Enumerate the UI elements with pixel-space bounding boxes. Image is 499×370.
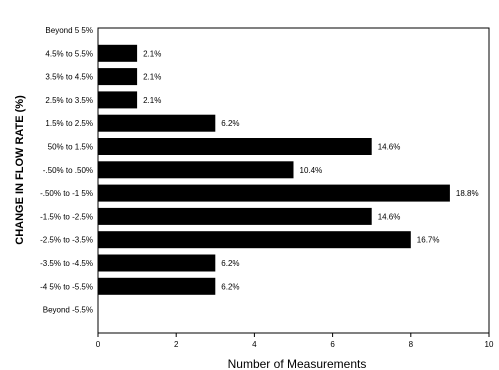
x-tick-label: 0 [96, 340, 101, 349]
category-label: -2.5% to -3.5% [40, 236, 93, 245]
category-label: 1.5% to 2.5% [45, 119, 93, 128]
data-label: 18.8% [456, 189, 479, 198]
x-tick-label: 4 [252, 340, 257, 349]
data-label: 6.2% [221, 259, 239, 268]
bar [98, 138, 372, 155]
data-label: 14.6% [378, 212, 401, 221]
category-label: -3.5% to -4.5% [40, 259, 93, 268]
bar [98, 161, 294, 179]
category-label: 50% to 1.5% [48, 143, 93, 152]
bar [98, 207, 372, 225]
bar [98, 277, 216, 295]
bar [98, 91, 138, 109]
data-label: 14.6% [378, 143, 401, 152]
data-label: 2.1% [143, 49, 161, 58]
category-label: -4 5% to -5.5% [40, 282, 93, 291]
category-label: Beyond -5.5% [43, 306, 93, 315]
x-tick-label: 8 [409, 340, 414, 349]
category-label: Beyond 5 5% [45, 26, 93, 35]
data-label: 2.1% [143, 73, 161, 82]
bar [98, 184, 450, 202]
x-tick-label: 2 [174, 340, 179, 349]
bars [98, 44, 450, 295]
x-axis-title: Number of Measurements [228, 357, 367, 370]
x-tick-label: 6 [330, 340, 335, 349]
data-label: 2.1% [143, 96, 161, 105]
data-label: 6.2% [221, 119, 239, 128]
category-label: -.50% to -1 5% [40, 189, 93, 198]
data-label: 16.7% [417, 236, 440, 245]
category-label: 3.5% to 4.5% [45, 73, 93, 82]
category-label: 2.5% to 3.5% [45, 96, 93, 105]
bar [98, 68, 138, 86]
bar [98, 44, 138, 62]
data-label: 6.2% [221, 282, 239, 291]
bar [98, 114, 216, 132]
category-labels: Beyond 5 5% 4.5% to 5.5% 3.5% to 4.5% 2.5% … [40, 26, 93, 315]
category-label: -.50% to .50% [43, 166, 93, 175]
data-labels: 2.1% 2.1% 2.1% 6.2% 14.6% 10.4% 18.8% 14.6% 16.7… [143, 49, 478, 291]
y-axis-title: CHANGE IN FLOW RATE (%) [14, 95, 26, 245]
plot-area-frame [97, 27, 490, 334]
category-label: 4.5% to 5.5% [45, 49, 93, 58]
bar [98, 254, 216, 272]
bar [98, 231, 411, 249]
x-ticks: 0 2 4 6 8 10 [96, 333, 494, 349]
data-label: 10.4% [300, 166, 323, 175]
x-tick-label: 10 [485, 340, 494, 349]
category-label: -1.5% to -2.5% [40, 212, 93, 221]
